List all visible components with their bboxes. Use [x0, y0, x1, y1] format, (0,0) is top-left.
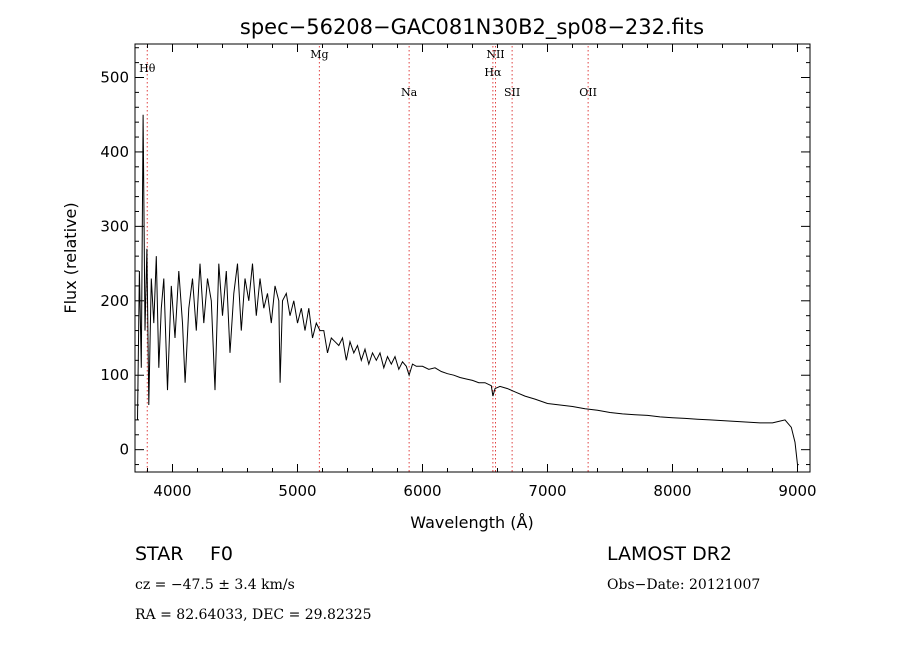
spectral-line-label: Hθ: [139, 62, 156, 75]
x-tick-label: 9000: [778, 482, 816, 500]
plot-frame: [134, 43, 811, 473]
sky-coordinates: RA = 82.64033, DEC = 29.82325: [135, 607, 372, 623]
spectrum-series: [137, 114, 799, 466]
y-tick-label: 300: [100, 217, 129, 235]
y-tick-label: 400: [100, 143, 129, 161]
chart-title: spec−56208−GAC081N30B2_sp08−232.fits: [240, 15, 704, 40]
object-class: STAR: [135, 543, 183, 565]
axis-ticks: 4000 5000 6000 7000 8000 9000 0 100 200 300 400 500: [100, 44, 817, 500]
survey-name: LAMOST DR2: [607, 543, 732, 565]
spectral-line-label: OII: [579, 86, 597, 99]
x-tick-label: 8000: [653, 482, 691, 500]
observation-date: Obs−Date: 20121007: [607, 577, 760, 593]
y-tick-label: 0: [119, 441, 129, 459]
y-tick-label: 500: [100, 68, 129, 86]
x-axis-label: Wavelength (Å): [410, 513, 533, 532]
x-tick-label: 7000: [528, 482, 566, 500]
y-tick-label: 100: [100, 366, 129, 384]
spectral-line-label: Mg: [310, 48, 328, 61]
object-subclass: F0: [210, 543, 233, 565]
x-tick-label: 6000: [403, 482, 441, 500]
x-tick-label: 4000: [153, 482, 191, 500]
spectral-line-label: Hα: [484, 66, 502, 79]
spectral-line-label: Na: [401, 86, 418, 99]
y-tick-label: 200: [100, 292, 129, 310]
redshift-value: cz = −47.5 ± 3.4 km/s: [135, 577, 295, 593]
info-panel: STAR F0 LAMOST DR2 cz = −47.5 ± 3.4 km/s…: [135, 543, 760, 623]
spectral-line-label: SII: [504, 86, 520, 99]
spectral-line-label: NII: [486, 48, 504, 61]
y-axis-label: Flux (relative): [61, 202, 80, 313]
x-tick-label: 5000: [278, 482, 316, 500]
